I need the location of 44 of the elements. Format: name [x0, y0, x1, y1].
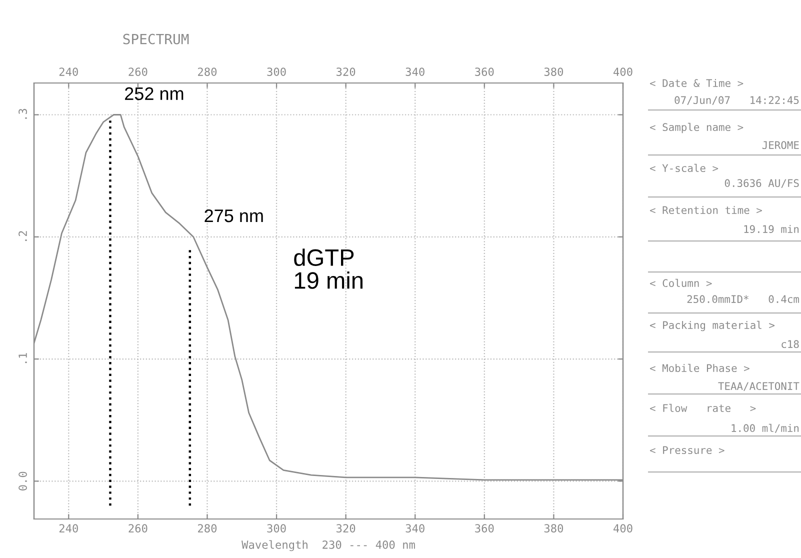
text: < Mobile Phase >	[650, 364, 750, 372]
text: < Retention time >	[650, 206, 762, 214]
x2-tick-label: 260	[128, 68, 148, 76]
text: 1.00 ml/min	[732, 424, 799, 433]
text: < Column >	[650, 278, 712, 288]
x2-tick-label: 320	[336, 68, 356, 76]
text: TEAA/ACETONIT	[718, 382, 800, 391]
chart-title: SPECTRUM	[123, 34, 189, 44]
annotation: dGTP 19 min	[294, 248, 362, 289]
text: < Packing material >	[650, 320, 775, 332]
y-tick-label: .3	[18, 108, 27, 119]
x2-tick-label: 240	[59, 68, 78, 76]
text: 250.0mmID* 0.4cm	[687, 295, 799, 304]
text: 07/Jun/07 14:22:45	[674, 96, 799, 105]
text: 19.19 min	[744, 224, 799, 234]
text: < Y-scale >	[650, 164, 718, 172]
text: < Date & Time >	[650, 78, 744, 88]
text: JEROME	[762, 141, 799, 150]
text: 0.3636 AU/FS	[724, 179, 799, 188]
x-tick-label: 260	[128, 524, 148, 533]
annotation: 252 nm	[125, 87, 184, 100]
text: < Pressure >	[650, 446, 724, 454]
x2-tick-label: 380	[544, 68, 564, 76]
x2-tick-label: 400	[614, 68, 632, 76]
x-tick-label: 400	[614, 524, 632, 533]
x-tick-label: 340	[406, 524, 424, 533]
x-tick-label: 240	[59, 524, 78, 533]
x2-tick-label: 300	[267, 68, 286, 76]
x-tick-label: 380	[544, 524, 564, 533]
x-tick-label: 300	[267, 524, 286, 533]
text: < Sample name >	[650, 122, 744, 134]
x-tick-label: 360	[475, 524, 494, 533]
x2-tick-label: 280	[198, 68, 217, 76]
x2-tick-label: 360	[475, 68, 494, 76]
text: < Flow rate >	[650, 404, 756, 412]
y-tick-label: .1	[18, 353, 27, 364]
x-tick-label: 280	[198, 524, 217, 533]
x-axis-title: Wavelength 230 --- 400 nm	[242, 540, 415, 552]
x-tick-label: 320	[336, 524, 356, 533]
x2-tick-label: 340	[406, 68, 424, 76]
annotation: 275 nm	[204, 209, 263, 222]
y-tick-label: 0.0	[18, 472, 27, 490]
text: c18	[782, 340, 799, 348]
y-tick-label: .2	[18, 231, 27, 241]
